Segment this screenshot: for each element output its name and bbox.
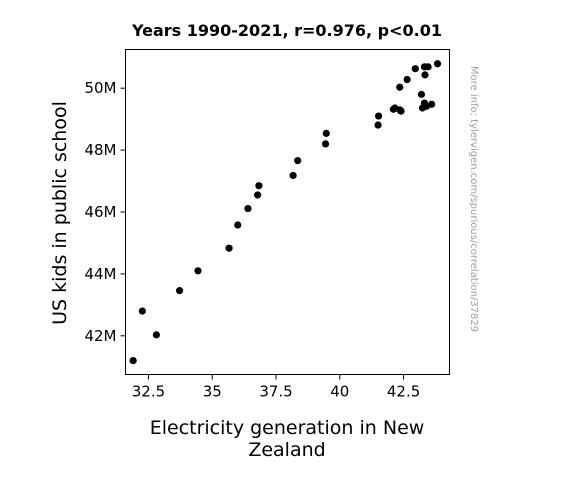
data-point (129, 356, 137, 365)
data-points (129, 60, 442, 365)
x-tick-label: 37.5 (259, 383, 292, 401)
data-point (294, 157, 302, 165)
x-axis-label-line-1: Electricity generation in New (150, 417, 425, 439)
data-point (321, 140, 330, 148)
x-tick-label: 32.5 (132, 383, 165, 401)
data-point (322, 129, 330, 137)
data-point (289, 171, 297, 180)
data-point (403, 75, 411, 84)
plot-area: 32.5 35 37.5 40 42.5 42M 44M 46M 48M 50M (84, 49, 450, 401)
data-point (138, 307, 146, 315)
y-tick-label: 44M (84, 265, 116, 283)
y-axis: 42M 44M 46M 48M 50M (84, 79, 126, 345)
chart-title: Years 1990-2021, r=0.976, p<0.01 (131, 21, 442, 40)
data-point (421, 71, 429, 79)
y-tick-label: 42M (84, 327, 116, 345)
x-tick-label: 42.5 (387, 383, 420, 401)
y-tick-label: 46M (84, 203, 116, 221)
data-point (175, 287, 184, 295)
x-axis: 32.5 35 37.5 40 42.5 (132, 374, 420, 401)
y-tick-label: 48M (84, 141, 116, 159)
data-point (428, 100, 436, 108)
data-point (396, 83, 404, 91)
data-point (374, 121, 382, 129)
data-point (433, 60, 442, 68)
plot-frame (125, 49, 450, 375)
y-tick-label: 50M (84, 79, 116, 97)
data-point (255, 182, 263, 190)
data-point (254, 191, 262, 199)
data-point (225, 244, 233, 252)
data-point (411, 65, 419, 73)
x-tick-label: 35 (203, 383, 222, 401)
data-point (152, 331, 160, 339)
x-axis-label-line-2: Zealand (248, 439, 325, 461)
data-point (424, 63, 432, 71)
data-point (244, 204, 252, 213)
source-note: More info: tylervigen.com/spurious/corre… (468, 66, 479, 332)
y-axis-label: US kids in public school (49, 101, 71, 325)
x-tick-label: 40 (330, 383, 349, 401)
data-point (417, 90, 426, 98)
data-point (374, 112, 383, 120)
data-point (234, 221, 242, 229)
data-point (194, 267, 202, 275)
data-point (397, 107, 405, 115)
